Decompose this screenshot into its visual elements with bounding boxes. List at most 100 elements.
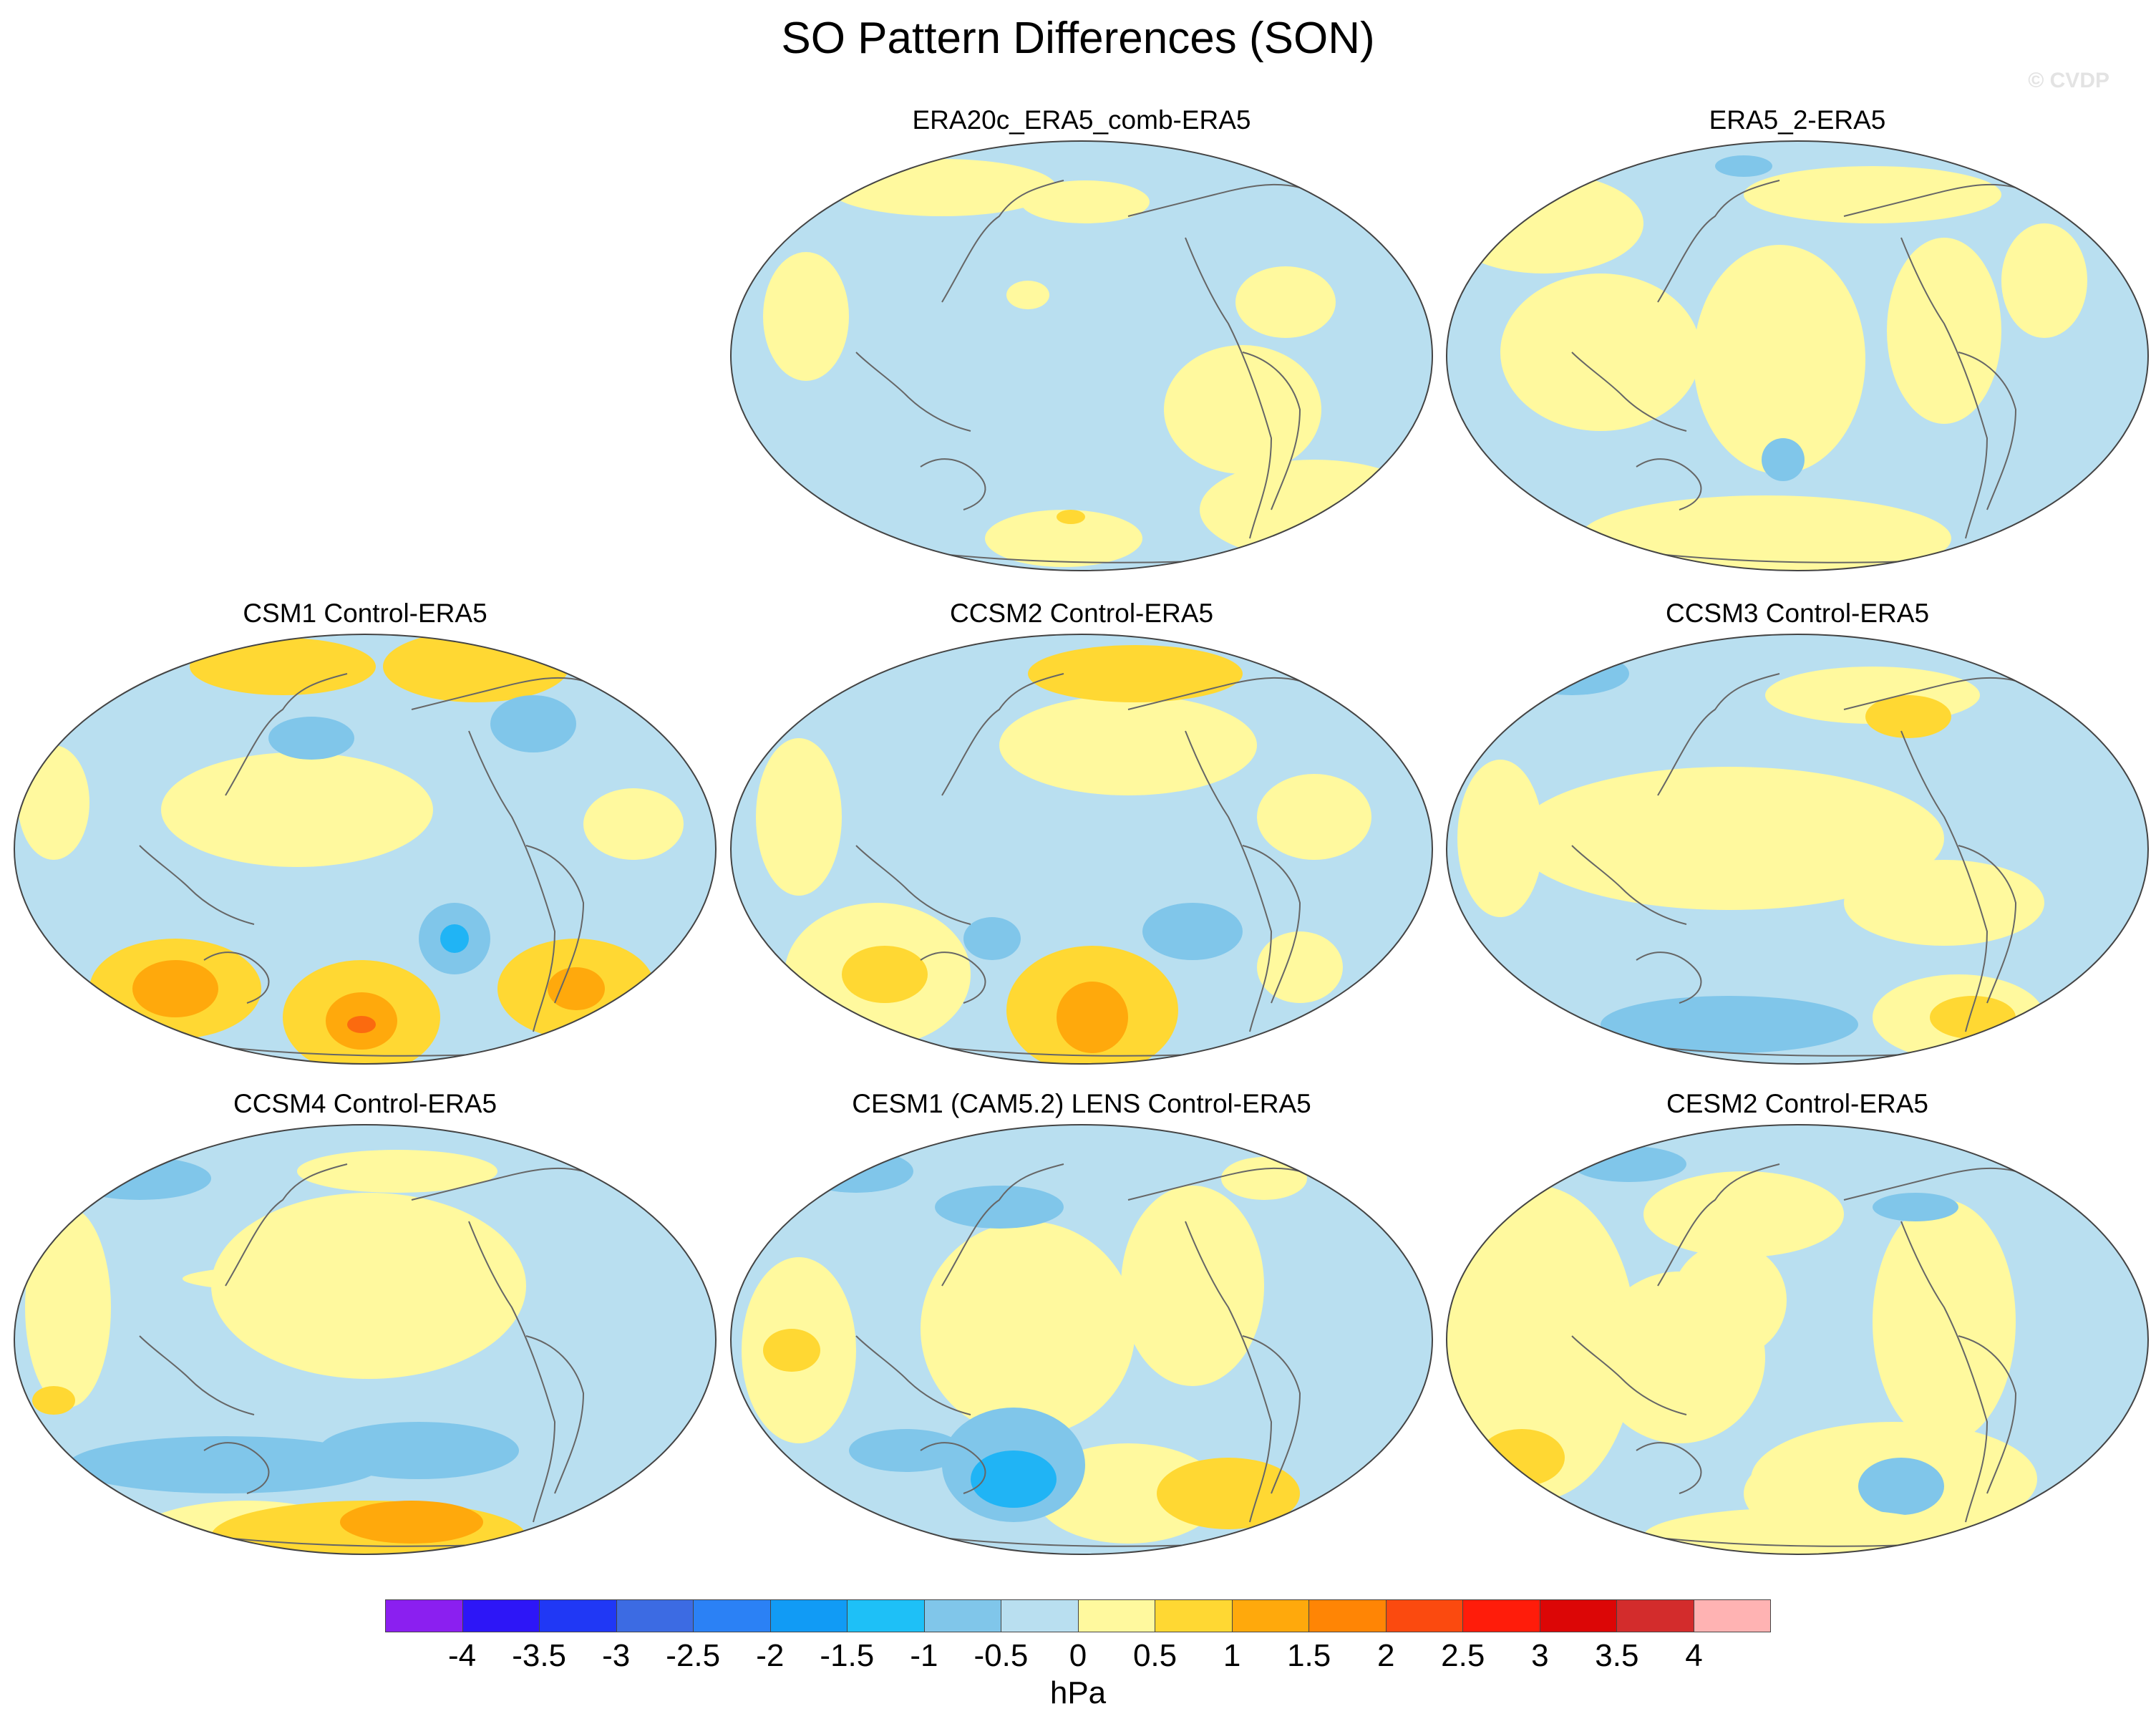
panel-title: CCSM2 Control-ERA5 [949,599,1214,628]
map-border [730,140,1433,571]
contour-region [827,159,1057,216]
coastline [1185,1221,1273,1523]
contour-region [1447,1186,1636,1501]
coastline [920,951,986,1004]
contour-region [1157,1458,1300,1529]
colorbar-swatch [1078,1600,1155,1632]
coastline [1571,352,1687,432]
coastline [1242,352,1301,510]
colorbar-tick-label: -1 [910,1638,938,1673]
coastline [1657,673,1780,796]
contour-region [548,967,605,1010]
colorbar-tick-label: -4 [447,1638,477,1673]
map-border [14,1124,717,1555]
coastline [1636,1442,1702,1494]
coastline [941,180,1064,303]
contour-region [999,695,1257,795]
map-field [14,634,716,1064]
contour-region [383,634,569,702]
coastline [1900,730,1989,1032]
map-field [1447,634,2148,1064]
contour-region [1472,1010,1558,1053]
contour-region [1121,1186,1264,1386]
coastline [941,673,1064,796]
coastline [1571,845,1687,925]
coastline [855,845,971,925]
contour-region [1028,645,1243,702]
contour-region [347,1016,376,1033]
contour-region [1200,460,1429,560]
contour-region [1500,273,1701,431]
colorbar-labels: -4 -3.5 -3 -2.5 -2 -1.5 -1 -0.5 0 0.5 1 1.5 2 2.5 3 3.5… [385,1638,1771,1674]
contour-region [1515,767,1944,910]
contour-region [183,1264,469,1293]
colorbar-tick-label: 4 [1685,1638,1703,1673]
map-panel: CCSM2 Control-ERA5 [727,598,1436,1099]
colorbar-tick-label: 3 [1531,1638,1549,1673]
contour-region [1873,1193,1958,1221]
coastline [1242,845,1301,1004]
coastline [1657,1163,1780,1287]
contour-region [1858,1458,1944,1515]
coastline [1657,180,1780,303]
map-border [1446,1124,2149,1555]
coastline [525,845,585,1004]
panel-title: ERA5_2-ERA5 [1709,105,1886,135]
map-border [1446,140,2149,571]
coastline [203,1442,270,1494]
coastline [1127,677,1301,710]
panel-title: CESM2 Control-ERA5 [1666,1089,1928,1118]
colorbar-swatch [924,1600,1001,1632]
contour-region [2001,223,2087,338]
colorbar-tick-label: 2.5 [1441,1638,1485,1673]
panel-title: CCSM4 Control-ERA5 [233,1089,497,1118]
contour-region [1865,695,1951,738]
contour-region [963,917,1021,960]
contour-region [490,695,576,752]
coastline [1185,730,1273,1032]
colorbar-swatch [1386,1600,1463,1632]
map-plot [730,1124,1433,1555]
map-plot [1446,634,2149,1065]
coastline [139,1335,255,1415]
colorbar-swatch [1694,1600,1770,1632]
contour-region [935,1186,1064,1229]
contour-region [1057,510,1085,524]
map-panel: CESM2 Control-ERA5 [1443,1088,2152,1589]
coastline [1958,1335,2017,1494]
coastline [1242,1335,1301,1494]
contour-region [763,1329,820,1372]
contour-region [1672,1243,1787,1357]
contour-region [297,1150,497,1193]
coastline [1900,1221,1989,1523]
contour-region [1235,266,1336,338]
contour-region [1142,903,1243,960]
coastline [1843,1167,2016,1201]
coastline [525,1335,585,1494]
colorbar-tick-label: 2 [1376,1638,1395,1673]
coastline [225,1163,348,1287]
contour-region [985,510,1142,567]
colorbar-swatch [1155,1600,1233,1632]
coastline [1127,183,1301,217]
coastline [920,1442,986,1494]
map-plot [14,1124,717,1555]
contour-region [1479,1429,1565,1486]
coastline [1958,845,2017,1004]
coastline [1843,183,2016,217]
panel-title: CESM1 (CAM5.2) LENS Control-ERA5 [852,1089,1311,1118]
coastline [920,458,986,510]
coastline [1185,237,1273,539]
contour-region [1844,860,2044,946]
contour-region [971,1450,1057,1508]
map-border [14,634,717,1065]
contour-region [1021,180,1150,223]
coastline [855,352,971,432]
colorbar-tick-label: -2.5 [666,1638,721,1673]
contour-region [1164,345,1321,474]
colorbar-swatch [1540,1600,1617,1632]
map-field [731,141,1432,571]
contour-region [1447,173,1643,273]
colorbar-tick-label: -3.5 [512,1638,567,1673]
contour-region [68,1157,211,1200]
